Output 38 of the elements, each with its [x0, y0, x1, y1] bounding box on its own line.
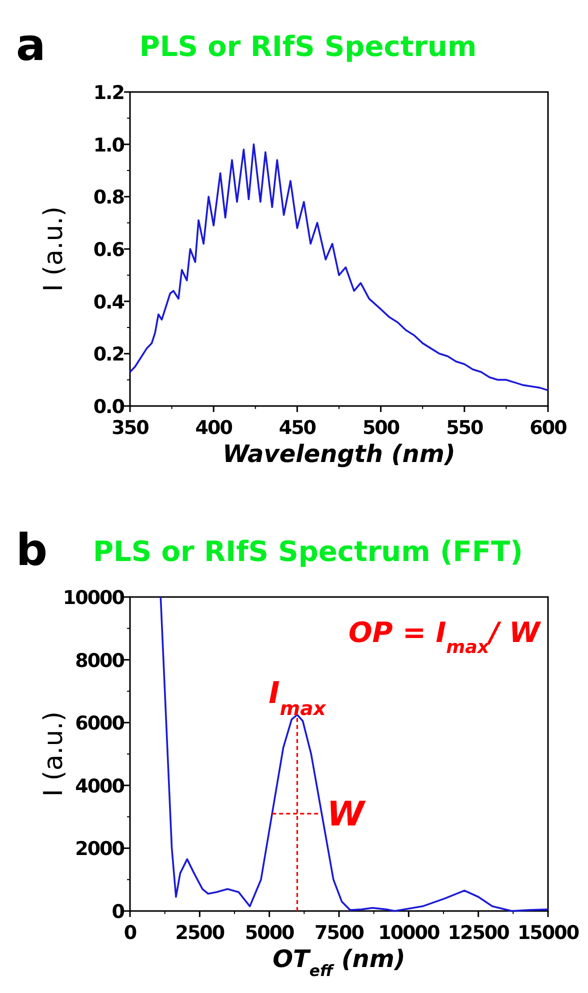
x-tick-label: 12500 — [448, 922, 510, 944]
x-tick-label: 550 — [446, 417, 484, 439]
y-axis-title: I (a.u.) — [39, 711, 69, 797]
y-tick-label: 8000 — [75, 650, 125, 672]
x-tick-label: 2500 — [175, 922, 225, 944]
x-tick-label: 350 — [112, 417, 150, 439]
annotation: I$_{max}$ — [268, 676, 328, 720]
annotation: OP = I$_{max}$/ W — [348, 616, 542, 658]
x-tick-label: 400 — [195, 417, 233, 439]
x-tick-label: 450 — [278, 417, 316, 439]
text: b — [16, 525, 48, 576]
chart-title: PLS or RIfS Spectrum (FFT) — [93, 535, 523, 568]
x-tick-label: 5000 — [244, 922, 295, 944]
x-axis-title: OT$_{eff}$ (nm) — [272, 945, 406, 980]
y-tick-label: 0.2 — [93, 344, 124, 366]
x-tick-label: 15000 — [517, 922, 580, 944]
y-tick-label: 2000 — [75, 838, 125, 860]
y-tick-label: 1.0 — [93, 134, 125, 156]
y-tick-label: 0.4 — [93, 291, 125, 314]
y-tick-label: 0.0 — [93, 396, 125, 418]
x-axis-title: Wavelength (nm) — [222, 440, 456, 468]
chart-title: PLS or RIfS Spectrum — [139, 30, 477, 63]
x-tick-label: 500 — [362, 417, 400, 439]
text: a — [16, 20, 46, 71]
y-tick-label: 0 — [112, 901, 125, 923]
line-series — [160, 596, 549, 912]
y-tick-label: 4000 — [75, 775, 125, 798]
y-tick-label: 0.6 — [93, 239, 125, 261]
line-series — [129, 143, 549, 392]
y-axis-title: I (a.u.) — [39, 206, 69, 292]
y-tick-label: 10000 — [62, 587, 125, 609]
y-tick-label: 0.8 — [93, 186, 125, 209]
x-tick-label: 600 — [530, 417, 568, 439]
x-tick-label: 7500 — [314, 922, 364, 944]
annotation: W — [326, 794, 366, 835]
y-tick-label: 1.2 — [93, 82, 124, 104]
x-tick-label: 10000 — [378, 922, 440, 944]
y-tick-label: 6000 — [75, 712, 125, 735]
